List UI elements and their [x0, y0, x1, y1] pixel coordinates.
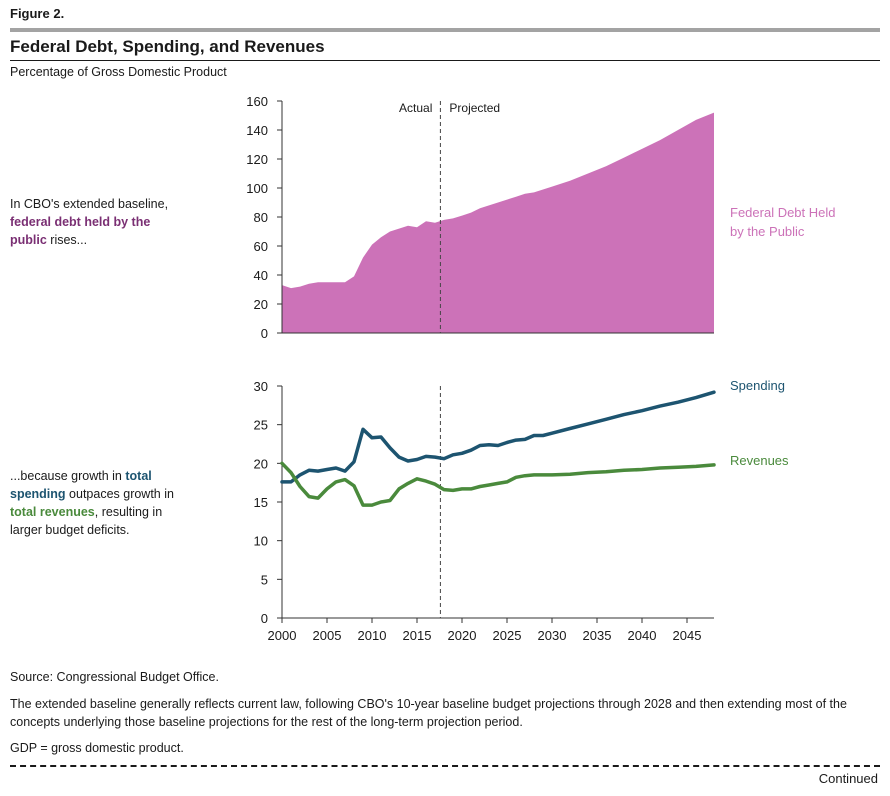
dashed-divider — [10, 765, 880, 767]
budget-annotation-lead: ...because growth in — [10, 469, 126, 483]
debt-series-label: by the Public — [730, 224, 805, 239]
methodology-note: The extended baseline generally reflects… — [10, 697, 847, 729]
debt-annotation-highlight: federal debt held by the public — [10, 215, 151, 247]
x-tick-label: 2005 — [313, 628, 342, 643]
debt-y-tick-label: 160 — [246, 94, 268, 109]
revenues-line — [280, 461, 716, 507]
budget-annotation-middle: outpaces growth in — [65, 487, 174, 501]
debt-y-tick-label: 140 — [246, 123, 268, 138]
budget-y-tick-label: 15 — [254, 495, 268, 510]
source-note: Source: Congressional Budget Office. — [10, 670, 219, 684]
budget-annotation-spending: total spending — [10, 469, 152, 501]
debt-y-tick-label: 40 — [254, 268, 268, 283]
debt-annotation: In CBO's extended baseline, federal debt… — [10, 195, 190, 249]
figure-label: Figure 2. — [10, 6, 65, 21]
budget-y-tick-label: 20 — [254, 456, 268, 471]
spending-line — [280, 390, 716, 484]
x-tick-label: 2045 — [673, 628, 702, 643]
debt-y-tick-label: 100 — [246, 181, 268, 196]
budget-annotation: ...because growth in total spending outp… — [10, 467, 190, 539]
actual-label: Actual — [399, 101, 432, 115]
budget-y-tick-label: 0 — [261, 611, 268, 626]
budget-y-tick-label: 30 — [254, 379, 268, 394]
budget-annotation-revenues: total revenues — [10, 505, 95, 519]
budget-y-tick-label: 5 — [261, 572, 268, 587]
debt-annotation-tail: rises... — [46, 233, 88, 247]
debt-annotation-lead: In CBO's extended baseline, — [10, 197, 169, 211]
debt-y-tick-label: 120 — [246, 152, 268, 167]
budget-annotation-tail: , resulting in larger budget deficits. — [10, 505, 163, 537]
x-tick-label: 2025 — [493, 628, 522, 643]
projected-label: Projected — [449, 101, 500, 115]
debt-y-tick-label: 60 — [254, 239, 268, 254]
debt-series-label: Federal Debt Held — [730, 205, 836, 220]
x-tick-label: 2020 — [448, 628, 477, 643]
figure-subtitle: Percentage of Gross Domestic Product — [10, 65, 227, 79]
x-tick-label: 2010 — [358, 628, 387, 643]
revenues-series-label: Revenues — [730, 453, 789, 468]
spending-series-label: Spending — [730, 378, 785, 393]
continued-label: Continued — [818, 771, 878, 786]
budget-y-tick-label: 10 — [254, 534, 268, 549]
figure-title: Federal Debt, Spending, and Revenues — [10, 37, 325, 56]
budget-y-tick-label: 25 — [254, 418, 268, 433]
title-underline — [10, 60, 880, 61]
x-tick-label: 2000 — [268, 628, 297, 643]
x-tick-label: 2040 — [628, 628, 657, 643]
x-tick-label: 2035 — [583, 628, 612, 643]
debt-y-tick-label: 20 — [254, 297, 268, 312]
debt-y-tick-label: 80 — [254, 210, 268, 225]
debt-y-tick-label: 0 — [261, 326, 268, 341]
debt-area — [282, 112, 714, 333]
gdp-note: GDP = gross domestic product. — [10, 741, 184, 755]
title-rule — [10, 28, 880, 32]
x-tick-label: 2015 — [403, 628, 432, 643]
x-tick-label: 2030 — [538, 628, 567, 643]
